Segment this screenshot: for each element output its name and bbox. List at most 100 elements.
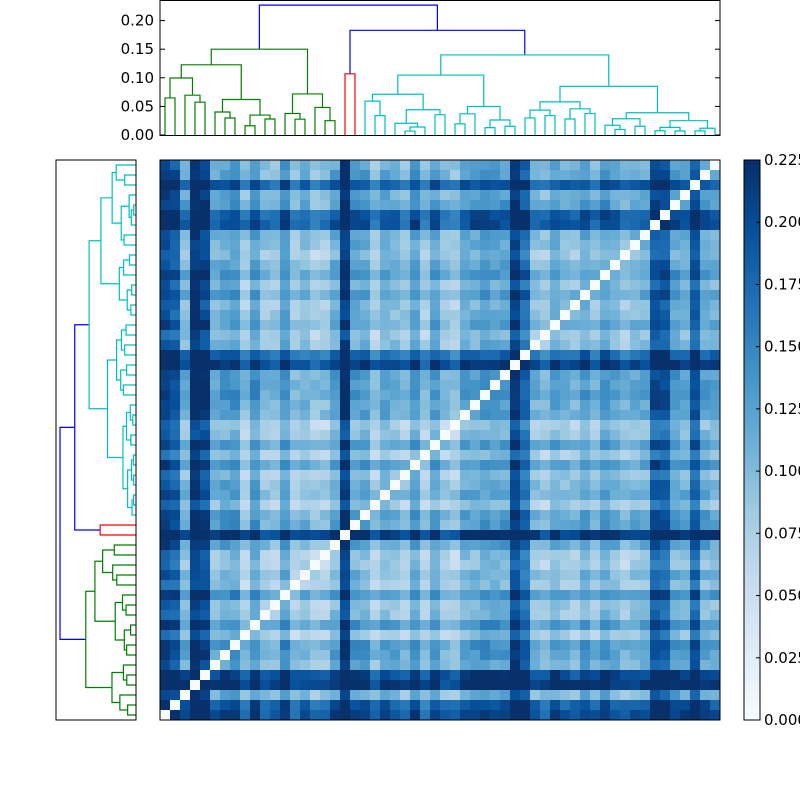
- heatmap-cell: [470, 470, 481, 481]
- heatmap-cell: [230, 570, 241, 581]
- colorbar-swatch: [744, 685, 760, 691]
- heatmap-cell: [320, 380, 331, 391]
- heatmap-cell: [420, 500, 431, 511]
- heatmap-cell: [400, 200, 411, 211]
- heatmap-cell: [290, 610, 301, 621]
- heatmap-cell: [380, 290, 391, 301]
- heatmap-cell: [480, 240, 491, 251]
- heatmap-cell: [660, 450, 671, 461]
- colorbar-swatch: [744, 540, 760, 546]
- heatmap-cell: [510, 610, 521, 621]
- heatmap-cell: [270, 240, 281, 251]
- heatmap-cell: [290, 490, 301, 501]
- heatmap-cell: [650, 570, 661, 581]
- heatmap-cell: [550, 520, 561, 531]
- heatmap-cell: [300, 450, 311, 461]
- heatmap-cell: [590, 240, 601, 251]
- heatmap-cell: [680, 180, 691, 191]
- heatmap-cell: [610, 250, 621, 261]
- heatmap-cell: [230, 430, 241, 441]
- heatmap-cell: [340, 570, 351, 581]
- heatmap-cell: [640, 280, 651, 291]
- colorbar-swatch: [744, 460, 760, 466]
- heatmap-cell: [600, 210, 611, 221]
- heatmap-cell: [480, 620, 491, 631]
- heatmap-cell: [370, 630, 381, 641]
- heatmap-cell: [160, 440, 171, 451]
- heatmap-cell: [180, 530, 191, 541]
- heatmap-cell: [630, 300, 641, 311]
- heatmap-cell: [180, 430, 191, 441]
- heatmap-cell: [160, 270, 171, 281]
- heatmap-cell: [170, 270, 181, 281]
- heatmap-cell: [260, 360, 271, 371]
- heatmap-cell: [680, 660, 691, 671]
- heatmap-cell: [600, 200, 611, 211]
- heatmap-cell: [630, 170, 641, 181]
- heatmap-cell: [600, 380, 611, 391]
- heatmap-cell: [310, 570, 321, 581]
- heatmap-cell: [240, 160, 251, 171]
- heatmap-cell: [650, 520, 661, 531]
- heatmap-cell: [160, 410, 171, 421]
- heatmap-cell: [590, 500, 601, 511]
- heatmap-cell: [710, 290, 721, 301]
- heatmap-cell: [230, 210, 241, 221]
- heatmap-cell: [540, 390, 551, 401]
- heatmap-cell: [410, 410, 421, 421]
- heatmap-cell: [550, 550, 561, 561]
- heatmap-cell: [410, 710, 421, 721]
- heatmap-cell: [590, 160, 601, 171]
- heatmap-cell: [200, 510, 211, 521]
- heatmap-cell: [360, 690, 371, 701]
- heatmap-cell: [710, 390, 721, 401]
- heatmap-cell: [620, 570, 631, 581]
- heatmap-cell: [280, 500, 291, 511]
- heatmap-cell: [400, 620, 411, 631]
- heatmap-cell: [480, 390, 491, 401]
- heatmap-cell: [160, 170, 171, 181]
- heatmap-cell: [380, 280, 391, 291]
- heatmap-cell: [440, 440, 451, 451]
- heatmap-cell: [700, 460, 711, 471]
- heatmap-cell: [230, 250, 241, 261]
- heatmap-cell: [600, 550, 611, 561]
- heatmap-cell: [590, 380, 601, 391]
- heatmap-cell: [360, 660, 371, 671]
- heatmap-cell: [460, 510, 471, 521]
- heatmap-cell: [540, 200, 551, 211]
- heatmap-cell: [270, 640, 281, 651]
- heatmap-cell: [400, 230, 411, 241]
- heatmap-cell: [250, 380, 261, 391]
- heatmap-cell: [660, 430, 671, 441]
- heatmap-cell: [490, 450, 501, 461]
- heatmap-cell: [700, 630, 711, 641]
- heatmap-cell: [280, 230, 291, 241]
- heatmap-cell: [520, 390, 531, 401]
- heatmap-cell: [320, 330, 331, 341]
- heatmap-cell: [210, 660, 221, 671]
- heatmap-cell: [380, 360, 391, 371]
- heatmap-cell: [360, 400, 371, 411]
- heatmap-cell: [540, 190, 551, 201]
- heatmap-cell: [320, 670, 331, 681]
- heatmap-cell: [440, 340, 451, 351]
- heatmap-cell: [360, 300, 371, 311]
- heatmap-cell: [410, 400, 421, 411]
- heatmap-cell: [410, 560, 421, 571]
- heatmap-cell: [710, 710, 721, 721]
- heatmap-cell: [330, 190, 341, 201]
- heatmap-cell: [190, 370, 201, 381]
- heatmap-cell: [540, 470, 551, 481]
- heatmap-cell: [180, 270, 191, 281]
- heatmap-cell: [280, 300, 291, 311]
- heatmap-cell: [540, 610, 551, 621]
- heatmap-cell: [240, 200, 251, 211]
- colorbar-swatch: [744, 320, 760, 326]
- heatmap-cell: [380, 380, 391, 391]
- heatmap-cell: [470, 600, 481, 611]
- heatmap-cell: [380, 600, 391, 611]
- dendrogram-link: [659, 126, 681, 131]
- heatmap-cell: [310, 470, 321, 481]
- heatmap-cell: [560, 440, 571, 451]
